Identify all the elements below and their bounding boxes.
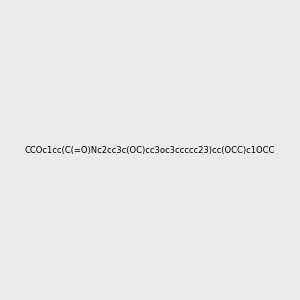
Text: CCOc1cc(C(=O)Nc2cc3c(OC)cc3oc3ccccc23)cc(OCC)c1OCC: CCOc1cc(C(=O)Nc2cc3c(OC)cc3oc3ccccc23)cc… bbox=[25, 146, 275, 154]
